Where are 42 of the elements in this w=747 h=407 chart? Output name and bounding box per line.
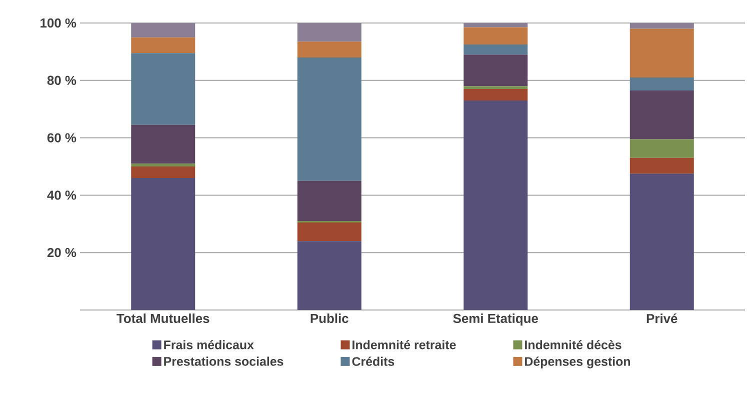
bar (131, 22, 196, 38)
x-tick-label: Semi Etatique (453, 314, 538, 326)
x-tick-label: Privé (646, 314, 678, 324)
legend-label: Prestations sociales (164, 356, 284, 366)
bar (297, 42, 362, 58)
bar (297, 22, 362, 42)
bar (131, 124, 196, 164)
bar (131, 166, 196, 178)
bar (630, 78, 694, 90)
legend-label: Indemnité retraite (352, 340, 456, 350)
legend-label: Crédits (352, 356, 394, 366)
bar (464, 89, 528, 100)
bar (630, 139, 694, 158)
y-tick-label: 20 % (47, 248, 76, 258)
bar (630, 158, 694, 174)
bar (464, 22, 528, 28)
legend-label: Indemnité décès (525, 340, 622, 350)
x-tick-label: Public (310, 314, 348, 324)
bar (464, 54, 528, 86)
bar (630, 28, 694, 78)
bar (131, 164, 196, 166)
legend-label: Dépenses gestion (525, 356, 630, 368)
y-tick-label: 100 % (40, 18, 76, 28)
bar (131, 178, 196, 310)
bar (464, 44, 528, 55)
y-tick-label: 60 % (47, 133, 76, 142)
y-tick-label: 80 % (47, 76, 76, 85)
bar (464, 100, 528, 310)
x-tick-label: Total Mutuelles (116, 314, 210, 324)
bar (464, 86, 528, 90)
legend-label: Frais médicaux (164, 340, 254, 350)
bar (630, 22, 694, 29)
bar (630, 174, 694, 310)
bar (464, 27, 528, 45)
bar (131, 53, 196, 125)
bar (630, 90, 694, 140)
y-tick-label: 40 % (47, 190, 76, 200)
bar (297, 241, 362, 310)
bar (297, 222, 362, 242)
bar (131, 37, 196, 54)
bar (297, 57, 362, 181)
bar (297, 180, 362, 222)
